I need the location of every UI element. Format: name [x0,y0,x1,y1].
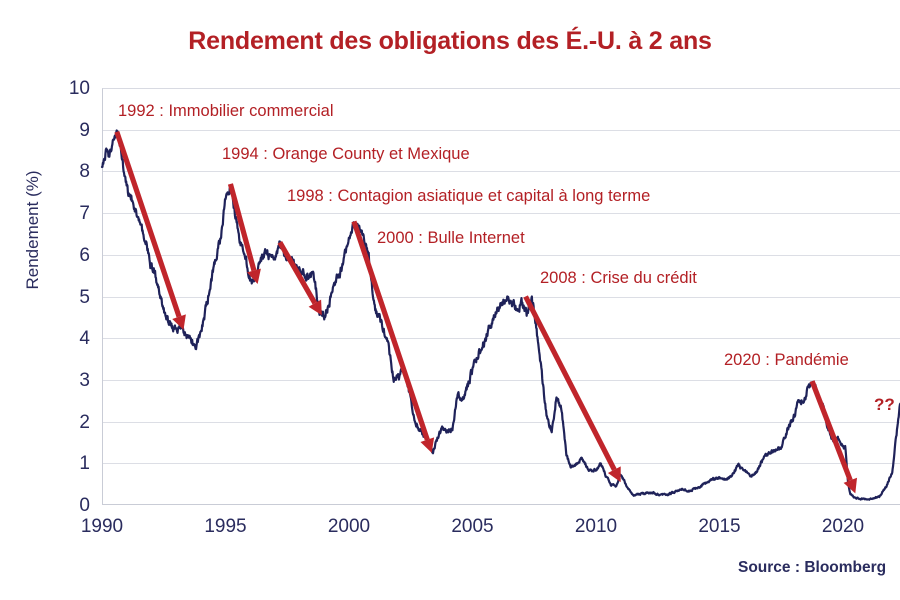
plot-area [100,88,900,505]
x-tick-label: 2015 [698,516,741,537]
gridline [102,338,900,340]
y-tick-label: 10 [68,78,90,99]
x-tick-label: 2010 [574,516,618,537]
event-annotation-label: 1994 : Orange County et Mexique [222,145,470,163]
event-annotation-label: 2008 : Crise du crédit [540,269,697,287]
event-arrow-shaft [227,183,257,272]
event-arrow-head [607,466,621,483]
gridline [102,129,900,131]
x-tick-label: 1995 [204,516,247,537]
y-tick-label: 2 [79,411,90,433]
y-tick-label: 4 [79,328,90,350]
source-label: Source : Bloomberg [738,559,887,576]
event-annotation-label: 1998 : Contagion asiatique et capital à … [287,187,651,205]
event-annotation-label: 1992 : Immobilier commercial [118,102,334,120]
gridline [102,463,900,465]
y-tick-label: 9 [79,119,90,141]
event-arrow-head [843,477,858,494]
y-tick-label: 1 [79,453,90,475]
x-tick-label: 2000 [327,516,371,537]
event-annotation-label: 2000 : Bulle Internet [377,229,525,247]
y-tick-label: 3 [79,369,90,391]
series-layer [100,129,900,501]
event-arrow-head [308,299,322,316]
event-arrow-shaft [351,220,430,441]
event-arrow-layer [114,130,858,494]
event-arrow-head [172,314,186,330]
gridline [102,171,900,173]
gridline [102,296,900,298]
event-arrow-head [420,437,435,453]
event-arrow-shaft [809,380,853,482]
y-tick-label: 0 [79,495,90,516]
event-arrow-shaft [114,130,182,318]
event-annotation-label: 2020 : Pandémie [724,351,849,369]
gridline [102,421,900,423]
x-tick-label: 2020 [821,516,865,537]
y-tick-label: 8 [79,161,90,183]
x-tick-label: 2005 [451,516,494,537]
y-tick-label: 5 [79,286,90,308]
y-tick-label: 6 [79,244,90,266]
y-tick-label: 7 [79,203,90,225]
gridline [102,379,900,381]
event-arrow-shaft [523,295,617,471]
event-arrow-shaft [277,240,318,305]
x-tick-label: 1990 [80,516,124,537]
question-mark-annotation: ?? [874,395,895,414]
gridline [102,254,900,256]
y-axis-title: Rendement (%) [23,170,42,290]
chart-title: Rendement des obligations des É.-U. à 2 … [188,27,712,55]
series-line-yield [100,129,900,501]
event-arrow-head [247,268,261,284]
gridline [102,213,900,215]
